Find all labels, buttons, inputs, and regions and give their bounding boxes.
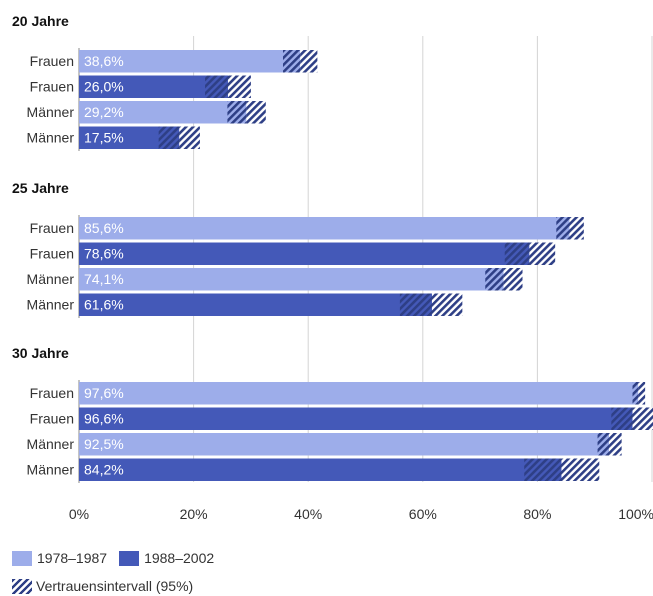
category-label: Frauen xyxy=(30,79,74,95)
bar xyxy=(79,268,504,291)
bar xyxy=(79,101,247,124)
category-label: Frauen xyxy=(30,411,74,427)
ci-lower xyxy=(632,382,639,405)
ci-lower xyxy=(611,407,633,430)
legend-ci: Vertrauensintervall (95%) xyxy=(12,578,193,594)
x-tick-label: 60% xyxy=(409,506,437,522)
group-title: 20 Jahre xyxy=(12,13,69,29)
ci-upper xyxy=(529,242,556,265)
legend-swatch-ci xyxy=(12,578,32,594)
ci-lower xyxy=(205,75,228,98)
category-label: Männer xyxy=(27,436,75,452)
ci-upper xyxy=(609,433,622,456)
value-label: 61,6% xyxy=(84,297,124,313)
value-label: 97,6% xyxy=(84,385,124,401)
legend-label-ci: Vertrauensintervall (95%) xyxy=(36,578,194,594)
bars-layer xyxy=(79,50,653,481)
category-label: Frauen xyxy=(30,246,74,262)
category-label: Frauen xyxy=(30,385,74,401)
bar xyxy=(79,433,610,456)
ci-upper xyxy=(569,217,584,240)
legend-item-period-1: 1978–1987 xyxy=(12,550,107,566)
ci-upper xyxy=(179,126,200,149)
x-tick-label: 0% xyxy=(69,506,89,522)
bar xyxy=(79,50,301,73)
value-label: 26,0% xyxy=(84,79,124,95)
value-label: 17,5% xyxy=(84,130,124,146)
ci-upper xyxy=(561,458,600,481)
category-label: Frauen xyxy=(30,220,74,236)
value-label: 96,6% xyxy=(84,411,124,427)
bar xyxy=(79,293,432,316)
value-label: 78,6% xyxy=(84,246,124,262)
bar xyxy=(79,242,530,265)
category-label: Männer xyxy=(27,271,75,287)
category-label: Männer xyxy=(27,297,75,313)
value-label: 92,5% xyxy=(84,436,124,452)
legend-swatch-period-1 xyxy=(12,550,32,566)
ci-lower xyxy=(504,242,530,265)
ci-lower xyxy=(227,101,247,124)
legend-series: 1978–1987 1988–2002 xyxy=(12,550,226,566)
value-label: 38,6% xyxy=(84,53,124,69)
ci-upper xyxy=(431,293,463,316)
ci-upper xyxy=(227,75,251,98)
x-tick-label: 100% xyxy=(618,506,653,522)
bar xyxy=(79,382,639,405)
x-tick-label: 80% xyxy=(523,506,551,522)
ci-lower xyxy=(158,126,180,149)
category-label: Männer xyxy=(27,130,75,146)
ci-lower xyxy=(485,268,504,291)
category-label: Männer xyxy=(27,104,75,120)
x-tick-label: 40% xyxy=(294,506,322,522)
ci-lower xyxy=(399,293,432,316)
ci-upper xyxy=(246,101,266,124)
labels-layer: 0% 20% 40% 60% 80% 100% 20 Jahre Frauen 38,6% Fra… xyxy=(12,13,653,522)
ci-lower xyxy=(524,458,562,481)
bar xyxy=(79,75,228,98)
ci-upper xyxy=(300,50,318,73)
legend-item-period-2: 1988–2002 xyxy=(119,550,214,566)
value-label: 84,2% xyxy=(84,462,124,478)
legend-swatch-period-2 xyxy=(119,550,140,566)
ci-upper xyxy=(632,407,653,430)
category-label: Frauen xyxy=(30,53,74,69)
ci-upper xyxy=(503,268,523,291)
group-title: 30 Jahre xyxy=(12,345,69,361)
ci-lower xyxy=(282,50,301,73)
bar xyxy=(79,458,562,481)
category-label: Männer xyxy=(27,462,75,478)
legend-label-period-1: 1978–1987 xyxy=(37,550,108,566)
bar xyxy=(79,126,180,149)
bar xyxy=(79,407,633,430)
value-label: 74,1% xyxy=(84,271,124,287)
legend-label-period-2: 1988–2002 xyxy=(144,550,215,566)
ci-upper xyxy=(638,382,646,405)
ci-lower xyxy=(556,217,570,240)
value-label: 85,6% xyxy=(84,220,124,236)
ci-lower xyxy=(597,433,610,456)
value-label: 29,2% xyxy=(84,104,124,120)
group-title: 25 Jahre xyxy=(12,180,69,196)
x-tick-label: 20% xyxy=(180,506,208,522)
bar xyxy=(79,217,570,240)
